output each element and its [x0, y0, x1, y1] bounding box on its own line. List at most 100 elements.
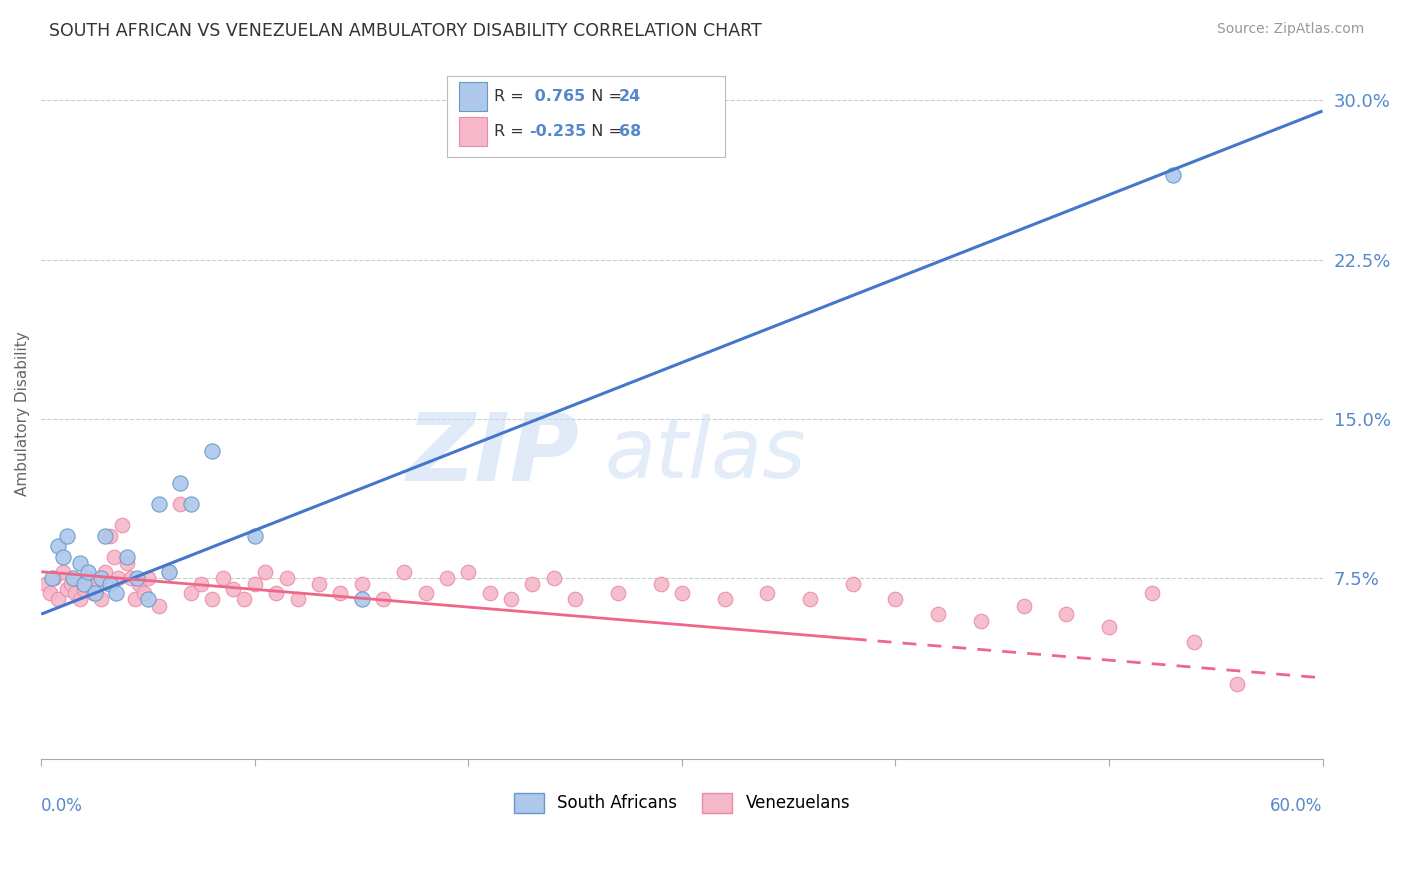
Point — [83, 586, 105, 600]
Point — [94, 528, 117, 542]
Point — [127, 571, 149, 585]
Point — [169, 475, 191, 490]
Point — [115, 549, 138, 564]
Y-axis label: Ambulatory Disability: Ambulatory Disability — [15, 331, 30, 496]
Text: N =: N = — [581, 89, 627, 103]
Point — [190, 577, 212, 591]
Point — [1226, 677, 1249, 691]
Point — [38, 586, 60, 600]
Point — [564, 592, 586, 607]
Point — [77, 565, 100, 579]
Point — [671, 586, 693, 600]
Point — [132, 586, 155, 600]
Point — [308, 577, 330, 591]
Point — [841, 577, 863, 591]
Point — [60, 577, 83, 591]
Point — [650, 577, 672, 591]
Point — [86, 577, 108, 591]
Text: R =: R = — [494, 124, 529, 138]
Point — [73, 582, 96, 596]
Point — [169, 497, 191, 511]
Point — [82, 586, 104, 600]
Point — [52, 565, 75, 579]
Point — [201, 443, 224, 458]
Point — [111, 518, 134, 533]
Legend: South Africans, Venezuelans: South Africans, Venezuelans — [508, 787, 856, 819]
Point — [478, 586, 501, 600]
Point — [222, 582, 245, 596]
Point — [62, 571, 84, 585]
Point — [34, 577, 56, 591]
Text: 60.0%: 60.0% — [1270, 797, 1323, 814]
Point — [148, 497, 170, 511]
Point — [884, 592, 907, 607]
Point — [73, 577, 96, 591]
Text: Source: ZipAtlas.com: Source: ZipAtlas.com — [1216, 22, 1364, 37]
Point — [233, 592, 256, 607]
Point — [128, 577, 150, 591]
Point — [1098, 620, 1121, 634]
Point — [543, 571, 565, 585]
Text: 0.765: 0.765 — [530, 89, 586, 103]
Point — [98, 577, 121, 591]
Point — [254, 565, 277, 579]
Point — [41, 571, 63, 585]
Point — [180, 586, 202, 600]
Point — [115, 556, 138, 570]
Point — [1140, 586, 1163, 600]
Text: R =: R = — [494, 89, 529, 103]
Point — [42, 571, 65, 585]
Point — [107, 571, 129, 585]
Point — [970, 614, 993, 628]
Point — [436, 571, 458, 585]
Point — [46, 539, 69, 553]
Point — [104, 586, 127, 600]
Point — [180, 497, 202, 511]
Point — [77, 571, 100, 585]
Point — [103, 549, 125, 564]
Point — [350, 592, 373, 607]
Point — [52, 549, 75, 564]
Point — [90, 592, 112, 607]
Point — [264, 586, 287, 600]
Point — [276, 571, 298, 585]
Point — [124, 592, 146, 607]
Point — [415, 586, 437, 600]
Point — [287, 592, 309, 607]
Point — [90, 571, 112, 585]
Point — [371, 592, 394, 607]
Point — [522, 577, 544, 591]
Point — [1054, 607, 1077, 622]
Text: 68: 68 — [619, 124, 641, 138]
Point — [350, 577, 373, 591]
Point — [56, 528, 79, 542]
Point — [94, 565, 117, 579]
Point — [1182, 634, 1205, 648]
Point — [136, 592, 159, 607]
Point — [136, 571, 159, 585]
Text: 0.0%: 0.0% — [41, 797, 83, 814]
Point — [457, 565, 479, 579]
Text: 24: 24 — [619, 89, 641, 103]
Point — [98, 528, 121, 542]
Point — [606, 586, 628, 600]
Point — [65, 586, 87, 600]
Point — [713, 592, 735, 607]
Point — [157, 565, 180, 579]
Point — [799, 592, 821, 607]
Point — [756, 586, 779, 600]
Point — [157, 565, 180, 579]
Point — [1161, 168, 1184, 182]
Point — [69, 592, 91, 607]
Point — [211, 571, 233, 585]
Point — [243, 577, 266, 591]
Point — [148, 599, 170, 613]
Point — [120, 571, 142, 585]
Text: -0.235: -0.235 — [530, 124, 586, 138]
Text: ZIP: ZIP — [406, 409, 579, 501]
Text: N =: N = — [581, 124, 627, 138]
Text: atlas: atlas — [605, 415, 807, 495]
Point — [1012, 599, 1035, 613]
Point — [394, 565, 416, 579]
Point — [46, 592, 69, 607]
